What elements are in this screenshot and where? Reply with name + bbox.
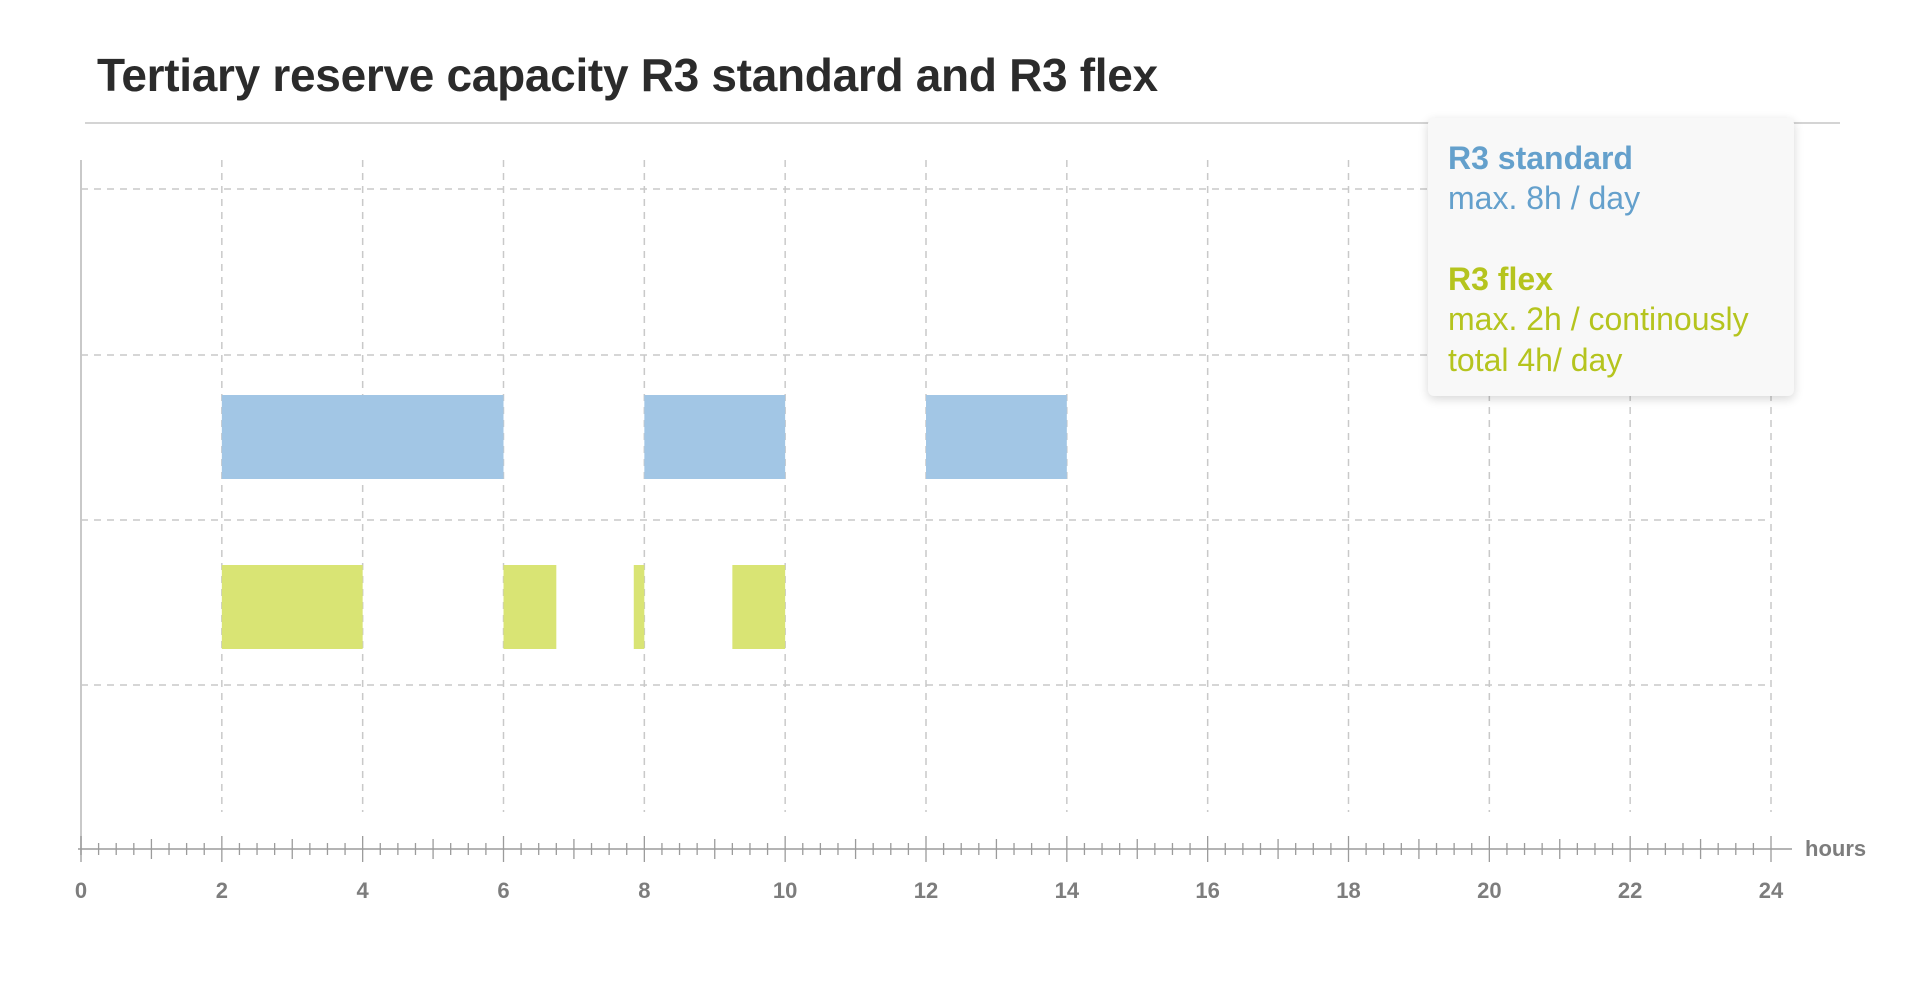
x-tick-label: 20	[1477, 878, 1501, 903]
x-axis-label: hours	[1805, 836, 1866, 861]
x-tick-label: 22	[1618, 878, 1642, 903]
chart-title: Tertiary reserve capacity R3 standard an…	[97, 49, 1158, 101]
bar-r3-standard	[644, 395, 786, 479]
bar-r3-standard	[221, 395, 504, 479]
legend-box: R3 standard max. 8h / day R3 flex max. 2…	[1428, 118, 1794, 396]
legend-flex-line-1: max. 2h / continously	[1448, 301, 1749, 337]
bar-r3-standard	[926, 395, 1067, 479]
x-tick-label: 4	[357, 878, 370, 903]
x-tick-label: 18	[1336, 878, 1360, 903]
interval-bars	[221, 395, 1067, 649]
x-tick-label: 14	[1055, 878, 1080, 903]
x-tick-label: 24	[1759, 878, 1784, 903]
x-tick-label: 10	[773, 878, 797, 903]
bar-r3-flex	[503, 565, 557, 649]
title-divider	[85, 122, 1840, 124]
x-tick-label: 0	[75, 878, 87, 903]
x-tick-label: 8	[638, 878, 650, 903]
legend-flex-title: R3 flex	[1448, 261, 1553, 297]
x-tick-label: 2	[216, 878, 228, 903]
bar-r3-flex	[221, 565, 363, 649]
legend-flex-line-2: total 4h/ day	[1448, 342, 1623, 378]
bar-r3-flex	[732, 565, 786, 649]
x-tick-label: 12	[914, 878, 938, 903]
bar-r3-flex	[633, 565, 645, 649]
legend-standard-title: R3 standard	[1448, 140, 1633, 176]
legend-standard-line: max. 8h / day	[1448, 180, 1641, 216]
x-tick-label: 6	[497, 878, 509, 903]
x-tick-label: 16	[1195, 878, 1219, 903]
